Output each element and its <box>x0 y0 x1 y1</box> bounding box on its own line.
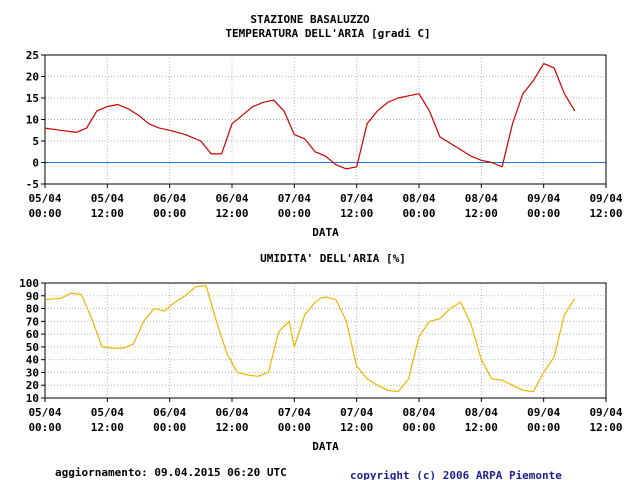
x-tick-date: 06/04 <box>215 192 248 205</box>
x-tick-date: 07/04 <box>278 192 311 205</box>
x-tick-date: 07/04 <box>278 406 311 419</box>
x-tick-date: 05/04 <box>28 192 61 205</box>
x-tick-time: 00:00 <box>527 421 560 434</box>
x-tick-time: 12:00 <box>215 421 248 434</box>
x-tick-time: 00:00 <box>28 207 61 220</box>
y-tick-label: 15 <box>26 92 39 105</box>
x-tick-time: 00:00 <box>28 421 61 434</box>
x-tick-time: 12:00 <box>589 207 622 220</box>
x-tick-time: 00:00 <box>527 207 560 220</box>
x-tick-date: 07/04 <box>340 192 373 205</box>
x-tick-date: 09/04 <box>527 406 560 419</box>
y-tick-label: 40 <box>26 354 39 367</box>
temperature-chart-title: TEMPERATURA DELL'ARIA [gradi C] <box>225 27 430 40</box>
x-tick-time: 12:00 <box>340 207 373 220</box>
x-axis-label: DATA <box>312 226 339 239</box>
y-tick-label: 10 <box>26 392 39 405</box>
y-tick-label: 100 <box>19 277 39 290</box>
x-tick-date: 09/04 <box>589 406 622 419</box>
temperature-chart: 05/04 00:00 05/04 12:00 06/04 00:00 06/04 12:00… <box>26 49 623 239</box>
x-tick-date: 09/04 <box>527 192 560 205</box>
y-tick-label: 60 <box>26 328 39 341</box>
y-tick-label: 10 <box>26 114 39 127</box>
y-tick-label: -5 <box>26 178 39 191</box>
y-tick-label: 50 <box>26 341 39 354</box>
x-tick-time: 12:00 <box>215 207 248 220</box>
data-series-line <box>44 285 576 393</box>
x-tick-date: 08/04 <box>402 192 435 205</box>
x-axis-label: DATA <box>312 440 339 453</box>
x-tick-date: 06/04 <box>153 406 186 419</box>
x-tick-date: 08/04 <box>465 406 498 419</box>
humidity-chart-title: UMIDITA' DELL'ARIA [%] <box>260 252 406 265</box>
x-tick-time: 00:00 <box>402 207 435 220</box>
x-tick-time: 00:00 <box>402 421 435 434</box>
y-tick-label: 80 <box>26 303 39 316</box>
x-tick-date: 08/04 <box>402 406 435 419</box>
x-tick-time: 00:00 <box>278 207 311 220</box>
x-tick-date: 07/04 <box>340 406 373 419</box>
x-tick-time: 00:00 <box>153 421 186 434</box>
x-tick-date: 06/04 <box>153 192 186 205</box>
plot-frame <box>44 282 607 399</box>
x-tick-date: 08/04 <box>465 192 498 205</box>
x-tick-date: 09/04 <box>589 192 622 205</box>
y-tick-label: 30 <box>26 366 39 379</box>
humidity-chart: 05/04 00:00 05/04 12:00 06/04 00:00 06/04 12:00… <box>19 277 623 453</box>
station-title: STAZIONE BASALUZZO <box>250 13 370 26</box>
x-tick-date: 06/04 <box>215 406 248 419</box>
y-tick-label: 20 <box>26 71 39 84</box>
y-tick-label: 90 <box>26 290 39 303</box>
copyright-notice: copyright (c) 2006 ARPA Piemonte <box>350 469 562 480</box>
x-tick-time: 12:00 <box>340 421 373 434</box>
x-tick-time: 12:00 <box>91 421 124 434</box>
x-tick-date: 05/04 <box>28 406 61 419</box>
y-tick-label: 5 <box>32 135 39 148</box>
x-tick-date: 05/04 <box>91 406 124 419</box>
data-series-line <box>44 62 576 170</box>
x-tick-date: 05/04 <box>91 192 124 205</box>
x-tick-time: 12:00 <box>589 421 622 434</box>
update-timestamp: aggiornamento: 09.04.2015 06:20 UTC <box>55 466 287 479</box>
y-tick-label: 0 <box>32 157 39 170</box>
y-tick-label: 25 <box>26 49 39 62</box>
y-tick-label: 20 <box>26 379 39 392</box>
x-tick-time: 12:00 <box>465 207 498 220</box>
x-tick-time: 12:00 <box>465 421 498 434</box>
y-tick-label: 70 <box>26 315 39 328</box>
x-tick-time: 00:00 <box>153 207 186 220</box>
x-tick-time: 00:00 <box>278 421 311 434</box>
plot-frame <box>44 54 607 185</box>
x-tick-time: 12:00 <box>91 207 124 220</box>
